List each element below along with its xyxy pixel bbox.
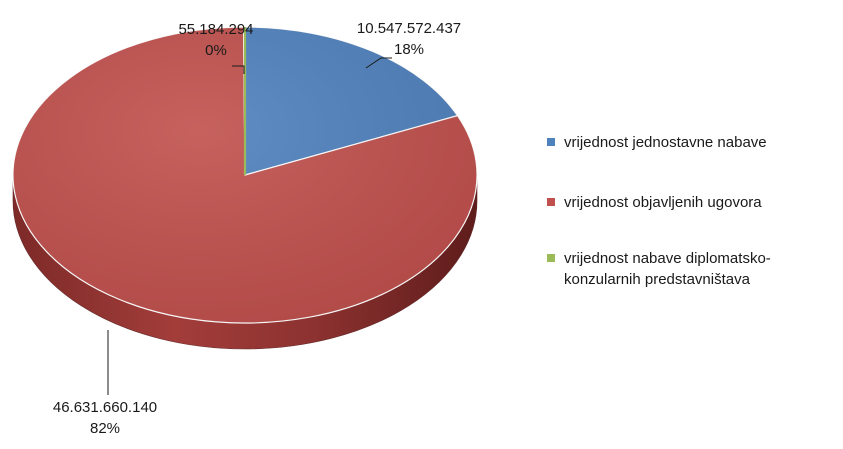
data-label-percent-1: 18% <box>394 41 424 58</box>
data-label-value-2: 46.631.660.140 <box>53 399 157 416</box>
legend-label-2: vrijednost objavljenih ugovora <box>564 194 762 211</box>
legend-label-3-line-2: konzularnih predstavništava <box>564 271 751 288</box>
data-label-percent-3: 0% <box>205 42 227 59</box>
legend-swatch-1 <box>547 138 555 146</box>
leader-line-3 <box>232 65 245 74</box>
data-label-1: 10.547.572.437 18% <box>357 20 461 69</box>
data-label-2: 46.631.660.140 82% <box>53 330 157 437</box>
data-label-value-3: 55.184.294 <box>178 21 253 38</box>
legend-item-2: vrijednost objavljenih ugovora <box>547 194 762 211</box>
data-label-3: 55.184.294 0% <box>178 21 254 74</box>
leader-line-1 <box>365 57 392 69</box>
data-label-percent-2: 82% <box>90 420 120 437</box>
legend-label-1: vrijednost jednostavne nabave <box>564 134 767 151</box>
legend-swatch-2 <box>547 198 555 206</box>
legend-label-3-line-1: vrijednost nabave diplomatsko- <box>564 250 771 267</box>
legend-item-3: vrijednost nabave diplomatsko-konzularni… <box>547 250 771 288</box>
legend-swatch-3 <box>547 254 555 262</box>
legend-item-1: vrijednost jednostavne nabave <box>547 134 767 151</box>
data-label-value-1: 10.547.572.437 <box>357 20 461 37</box>
